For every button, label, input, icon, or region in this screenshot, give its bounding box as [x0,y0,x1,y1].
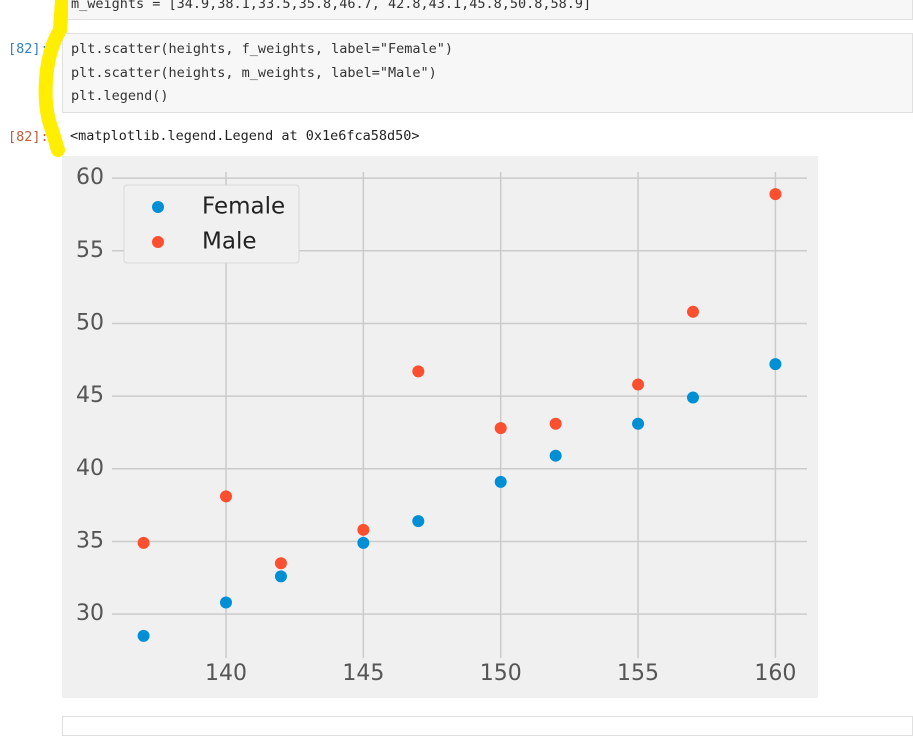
x-tick-label: 140 [205,661,247,686]
point [494,475,507,488]
y-tick-label: 45 [76,383,104,408]
y-tick-label: 30 [76,601,104,626]
y-tick-label: 50 [76,310,104,335]
point [274,557,287,570]
highlighter-mark [38,0,68,157]
point [137,629,150,642]
x-tick-label: 155 [617,661,659,686]
output-text: <matplotlib.legend.Legend at 0x1e6fca58d… [70,128,420,144]
x-tick-label: 145 [342,661,384,686]
point [412,515,425,528]
code-line: plt.scatter(heights, m_weights, label="M… [71,64,437,81]
y-tick-label: 55 [76,238,104,263]
legend-marker [152,201,164,213]
code: m_weights = [34.9,38.1,33.5,35.8,46.7, 4… [63,0,912,17]
code-line: plt.scatter(heights, f_weights, label="F… [71,41,454,57]
point [769,358,782,371]
point [549,417,562,430]
code-cell[interactable]: plt.scatter(heights, f_weights, label="F… [62,33,913,113]
point [686,305,699,318]
point [686,391,699,404]
y-tick-label: 40 [76,456,104,481]
point [769,188,782,201]
y-tick-label: 60 [76,165,104,190]
legend-label: Female [202,194,285,220]
legend-box [123,184,300,264]
point [632,378,645,391]
y-tick-label: 35 [76,528,104,553]
x-tick-label: 150 [480,661,522,686]
point [274,570,287,583]
point [357,523,370,536]
point [632,417,645,430]
point [220,490,233,503]
point [137,536,150,549]
highlight-stroke [38,0,68,157]
point [549,449,562,462]
code-line: m_weights = [34.9,38.1,33.5,35.8,46.7, 4… [71,0,592,12]
output-prompt: [82]: [8,129,49,145]
point [357,536,370,549]
point [412,365,425,378]
chart: 30 35 40 45 50 55 60 140 145 150 155 160 Female Male [62,156,818,698]
code: plt.scatter(heights, f_weights, label="F… [63,34,912,109]
code-cell[interactable] [62,716,913,736]
x-tick-label: 160 [754,661,796,686]
point [494,422,507,435]
legend-marker [152,236,164,248]
code-line: plt.legend() [71,88,169,104]
point [220,596,233,609]
code-cell[interactable]: m_weights = [34.9,38.1,33.5,35.8,46.7, 4… [62,0,913,20]
input-prompt: [82]: [8,41,49,57]
legend-label: Male [202,229,256,255]
notebook: m_weights = [34.9,38.1,33.5,35.8,46.7, 4… [8,0,913,736]
